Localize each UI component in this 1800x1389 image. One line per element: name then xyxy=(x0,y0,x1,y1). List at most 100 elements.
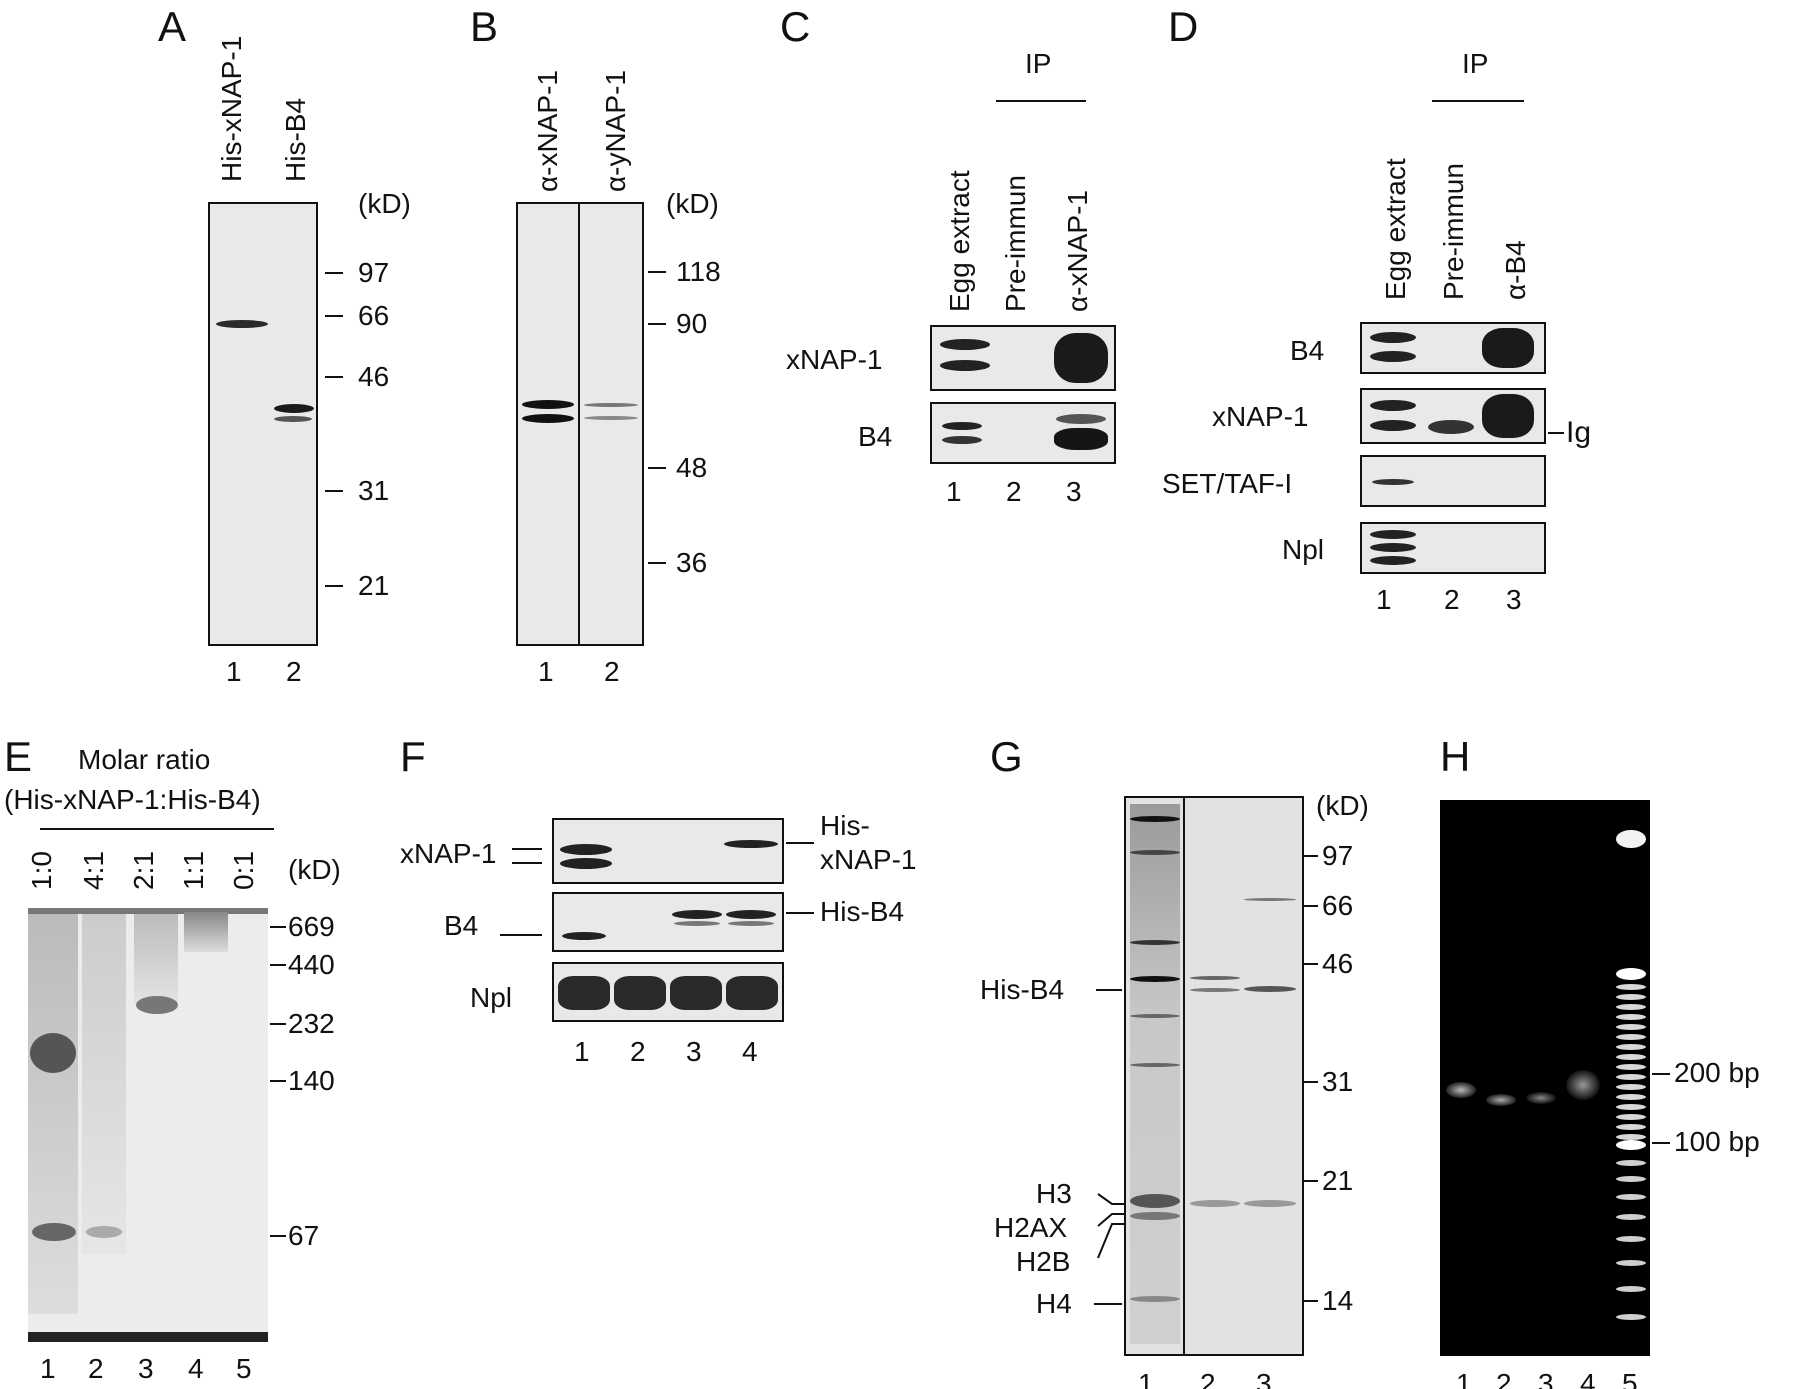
marker-36: 36 xyxy=(676,547,708,578)
lane-number: 3 xyxy=(138,1353,154,1384)
lane-number: 2 xyxy=(1496,1368,1512,1389)
unit-kd-g: (kD) xyxy=(1316,790,1369,821)
ip-label-c: IP xyxy=(1025,48,1052,79)
band xyxy=(942,436,982,444)
row-label-xnap1: xNAP-1 xyxy=(1212,401,1309,432)
gel-e xyxy=(28,908,268,1342)
blot-f-b4 xyxy=(552,892,784,952)
marker-66: 66 xyxy=(1322,890,1354,921)
size-label-100bp: 100 bp xyxy=(1674,1126,1760,1157)
lane-number: 2 xyxy=(1006,476,1022,507)
h3-label: H3 xyxy=(1036,1178,1072,1209)
ladder-band xyxy=(1616,1004,1646,1010)
ip-line xyxy=(1432,100,1524,102)
gel-g xyxy=(1124,796,1304,1356)
band xyxy=(1190,976,1240,980)
ladder-band xyxy=(1616,1094,1646,1100)
band xyxy=(1130,1212,1180,1220)
ladder-band xyxy=(1616,1034,1646,1040)
marker-118: 118 xyxy=(676,256,721,287)
marker-669: 669 xyxy=(288,911,335,942)
tick xyxy=(270,1235,286,1237)
lane-number: 4 xyxy=(742,1036,758,1067)
his-b4-label: His-B4 xyxy=(980,974,1065,1005)
marker-21: 21 xyxy=(1322,1165,1354,1196)
unit-kd-b: (kD) xyxy=(666,188,719,219)
marker-48: 48 xyxy=(676,452,708,483)
band xyxy=(1244,898,1296,901)
well xyxy=(28,908,268,914)
panel-label-c: C xyxy=(780,3,811,50)
band xyxy=(522,414,574,423)
panel-label-a: A xyxy=(158,3,187,50)
band xyxy=(672,910,722,919)
tick xyxy=(270,926,286,928)
row-label-xnap1: xNAP-1 xyxy=(400,838,497,869)
marker-31: 31 xyxy=(358,475,390,506)
tick xyxy=(648,467,666,469)
band xyxy=(560,858,612,869)
his-label-line2: xNAP-1 xyxy=(820,844,917,875)
lane-number: 5 xyxy=(1622,1368,1638,1389)
row-label-npl: Npl xyxy=(470,982,513,1013)
tick xyxy=(648,323,666,325)
his-label-line1: His- xyxy=(820,810,870,841)
lane-number: 3 xyxy=(1506,584,1522,615)
band xyxy=(1130,1063,1180,1067)
ip-line xyxy=(996,100,1086,102)
band xyxy=(1130,940,1180,945)
tick xyxy=(500,934,542,936)
band xyxy=(522,400,574,409)
tick xyxy=(1652,1073,1670,1075)
panel-label-b: B xyxy=(470,3,499,50)
band xyxy=(1446,1082,1476,1098)
tick xyxy=(270,1023,286,1025)
ladder-band xyxy=(1616,968,1646,980)
tick xyxy=(1652,1142,1670,1144)
tick xyxy=(1302,855,1318,857)
lane-number: 2 xyxy=(88,1353,104,1384)
band xyxy=(1370,543,1416,552)
size-label-200bp: 200 bp xyxy=(1674,1057,1760,1088)
tick xyxy=(648,271,666,273)
molar-ratio-subtitle: (His-xNAP-1:His-B4) xyxy=(4,784,261,815)
tick xyxy=(325,376,343,378)
lane-number: 2 xyxy=(286,656,302,687)
lane-number: 3 xyxy=(686,1036,702,1067)
ladder-band xyxy=(1616,830,1646,848)
band xyxy=(30,1033,76,1073)
band xyxy=(136,996,178,1014)
row-label-b4: B4 xyxy=(1290,335,1325,366)
smear xyxy=(28,914,78,1314)
band xyxy=(560,844,612,855)
lane-number: 2 xyxy=(604,656,620,687)
lane-number: 3 xyxy=(1538,1368,1554,1389)
panel-label-h: H xyxy=(1440,733,1471,780)
panel-label-f: F xyxy=(400,733,426,780)
band xyxy=(1372,479,1414,485)
tick xyxy=(786,912,814,914)
tick xyxy=(1094,1303,1122,1305)
tick xyxy=(786,842,814,844)
tick xyxy=(1096,989,1122,991)
marker-21: 21 xyxy=(358,570,390,601)
ladder-band xyxy=(1616,1054,1646,1060)
band xyxy=(1566,1070,1600,1100)
ladder-band xyxy=(1616,1176,1646,1182)
band xyxy=(1130,850,1180,855)
band xyxy=(1054,428,1108,450)
ladder-band xyxy=(1616,1114,1646,1120)
ladder-band xyxy=(1616,1044,1646,1050)
lane-number: 4 xyxy=(1580,1368,1596,1389)
ladder-band xyxy=(1616,1236,1646,1242)
marker-14: 14 xyxy=(1322,1285,1354,1316)
band xyxy=(1370,530,1416,539)
ladder-band xyxy=(1616,1140,1646,1150)
tick xyxy=(648,562,666,564)
band xyxy=(614,976,666,1010)
band xyxy=(1054,333,1108,383)
band xyxy=(1370,420,1416,431)
ladder-band xyxy=(1616,1104,1646,1110)
molar-ratio-title: Molar ratio xyxy=(78,744,211,775)
band xyxy=(562,932,606,940)
